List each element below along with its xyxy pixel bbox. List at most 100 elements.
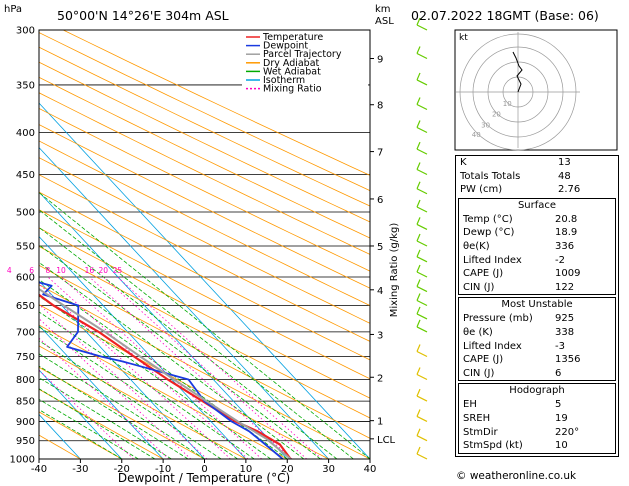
pressure-tick-label: 950 bbox=[16, 436, 35, 447]
stat-label: EH bbox=[463, 399, 477, 411]
km-label-2: ASL bbox=[375, 16, 394, 27]
stat-row: Lifted Index -3 bbox=[459, 340, 615, 354]
wind-barb bbox=[416, 52, 428, 60]
stat-label: CIN (J) bbox=[463, 367, 495, 379]
stat-row: CAPE (J) 1356 bbox=[459, 353, 615, 367]
wind-barb-flag bbox=[416, 199, 421, 208]
stat-label: StmSpd (kt) bbox=[463, 440, 523, 452]
hodograph-unit-label: kt bbox=[459, 33, 468, 43]
mixing-ratio-label: 20 bbox=[98, 266, 108, 275]
dry-adiabat bbox=[39, 46, 370, 207]
mixing-ratio-label: 6 bbox=[29, 266, 34, 275]
stat-label: K bbox=[460, 157, 467, 168]
dry-adiabat bbox=[39, 157, 370, 324]
wind-barb-flag bbox=[416, 279, 421, 287]
legend-label: Isotherm bbox=[263, 75, 305, 86]
stat-value: 925 bbox=[555, 313, 575, 325]
dry-adiabat bbox=[39, 174, 370, 342]
pressure-tick-label: 400 bbox=[16, 128, 35, 139]
wind-barb bbox=[416, 415, 428, 422]
stat-row: Lifted Index -2 bbox=[459, 254, 615, 268]
wet-adiabat bbox=[39, 261, 305, 459]
x-tick-label: 20 bbox=[281, 464, 294, 475]
stat-label: CAPE (J) bbox=[463, 268, 504, 280]
km-tick-label: 3 bbox=[377, 330, 383, 341]
legend-label: Dry Adiabat bbox=[263, 58, 320, 69]
stat-value: 220° bbox=[555, 426, 580, 438]
km-label-1: km bbox=[375, 4, 391, 15]
wet-adiabat bbox=[39, 226, 338, 459]
stat-label: θe(K) bbox=[463, 240, 490, 252]
stat-value: 19 bbox=[555, 412, 568, 424]
x-tick-label: 10 bbox=[240, 464, 253, 475]
stat-row: Totals Totals 48 bbox=[456, 170, 618, 184]
mixing-ratio-label: 8 bbox=[46, 266, 51, 275]
wind-barb bbox=[416, 206, 428, 213]
wind-barb-flag bbox=[416, 306, 421, 315]
wet-adiabat bbox=[39, 244, 321, 459]
most-unstable-header: Most Unstable bbox=[501, 299, 573, 311]
credit: © weatheronline.co.uk bbox=[456, 470, 577, 482]
wind-barb-flag bbox=[416, 162, 421, 170]
legend-label: Wet Adiabat bbox=[263, 66, 321, 77]
mixing-ratio-label: 4 bbox=[7, 266, 12, 275]
isotherm bbox=[39, 102, 370, 459]
pressure-tick-label: 500 bbox=[16, 208, 35, 219]
dry-adiabat bbox=[39, 191, 370, 361]
wind-barb-flag bbox=[416, 217, 421, 225]
stat-value: 10 bbox=[555, 440, 568, 452]
mixing-ratio-label: 16 bbox=[85, 266, 95, 275]
datetime-title: 02.07.2022 18GMT (Base: 06) bbox=[411, 8, 599, 23]
stat-row: θe(K) 336 bbox=[459, 240, 615, 254]
stat-label: Pressure (mb) bbox=[463, 313, 533, 325]
stat-label: θe (K) bbox=[463, 326, 493, 338]
hodograph-ring-label: 10 bbox=[503, 100, 512, 108]
wet-adiabat bbox=[39, 398, 139, 459]
stat-value: 13 bbox=[558, 157, 571, 168]
km-tick-label: LCL bbox=[377, 435, 396, 446]
wind-barb bbox=[416, 313, 428, 320]
stat-row: Temp (°C) 20.8 bbox=[459, 213, 615, 227]
wind-barb-flag bbox=[416, 264, 421, 273]
wind-barb bbox=[416, 395, 428, 402]
stat-value: 20.8 bbox=[555, 213, 578, 225]
hodograph-ring-label: 40 bbox=[472, 131, 481, 139]
stat-row: PW (cm) 2.76 bbox=[456, 183, 618, 197]
isotherm bbox=[39, 369, 123, 459]
x-tick-label: -20 bbox=[114, 464, 130, 475]
wet-adiabat bbox=[39, 340, 222, 459]
wind-barb-flag bbox=[416, 428, 421, 436]
mixing-ratio-line bbox=[39, 283, 231, 459]
wet-adiabat bbox=[39, 326, 238, 459]
dry-adiabat bbox=[39, 61, 370, 223]
pressure-tick-label: 800 bbox=[16, 375, 35, 386]
hodograph-ring-label: 30 bbox=[481, 121, 490, 129]
stat-label: StmDir bbox=[463, 426, 498, 438]
stat-label: Dewp (°C) bbox=[463, 227, 515, 239]
isotherm bbox=[39, 280, 205, 459]
stat-row: CIN (J) 6 bbox=[459, 367, 615, 381]
legend-label: Temperature bbox=[262, 32, 323, 43]
stat-row: Pressure (mb) 925 bbox=[459, 312, 615, 326]
pressure-tick-label: 450 bbox=[16, 170, 35, 181]
dry-adiabat bbox=[39, 366, 205, 459]
stat-value: 1356 bbox=[555, 354, 581, 366]
stat-value: 338 bbox=[555, 326, 575, 338]
dry-adiabat bbox=[39, 434, 81, 459]
mixing-ratio-label: 10 bbox=[56, 266, 66, 275]
dry-adiabat bbox=[39, 227, 370, 399]
legend-label: Dewpoint bbox=[263, 41, 308, 52]
wet-adiabat bbox=[39, 353, 205, 459]
pressure-tick-label: 700 bbox=[16, 327, 35, 338]
wind-barb-flag bbox=[416, 233, 421, 242]
surface-header: Surface bbox=[517, 199, 557, 211]
wet-adiabat bbox=[39, 388, 156, 459]
dry-adiabat bbox=[39, 209, 370, 380]
wind-barb bbox=[416, 373, 428, 381]
hodograph-ring-label: 20 bbox=[492, 111, 501, 119]
stat-value: 6 bbox=[555, 367, 562, 379]
stat-row: Dewp (°C) 18.9 bbox=[459, 226, 615, 240]
wind-barb-flag bbox=[416, 46, 421, 54]
x-tick-label: -40 bbox=[31, 464, 47, 475]
dry-adiabat bbox=[39, 108, 370, 272]
